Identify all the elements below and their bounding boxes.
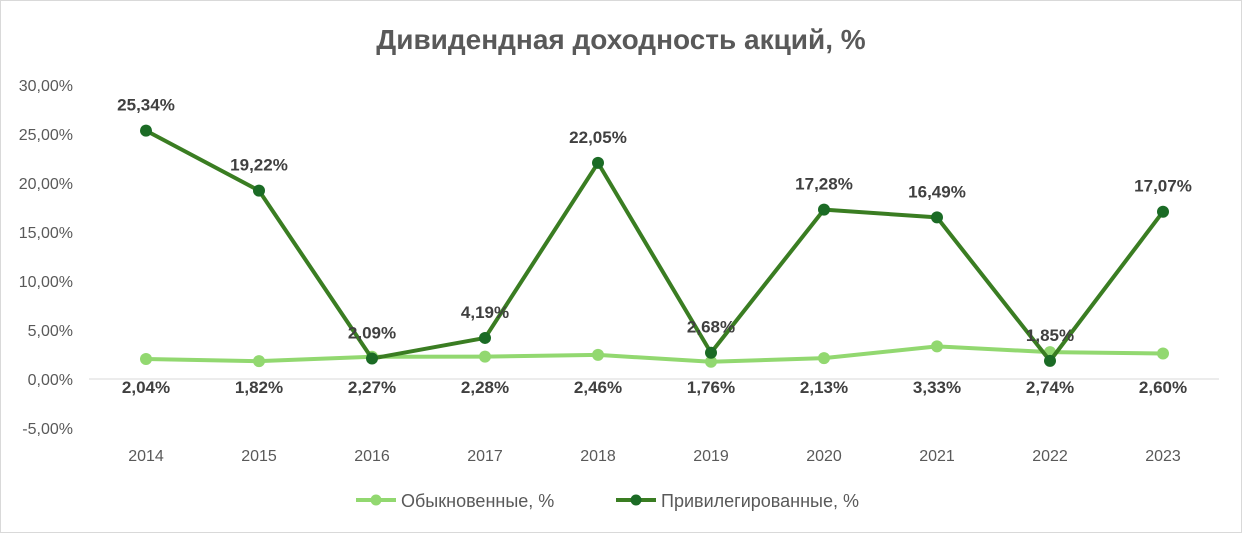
data-point	[818, 352, 830, 365]
data-label: 17,07%	[1134, 177, 1192, 196]
legend-label: Привилегированные, %	[661, 491, 859, 511]
data-point	[705, 355, 717, 368]
data-point	[1157, 347, 1169, 360]
data-point	[931, 340, 943, 353]
legend-marker-1	[630, 494, 642, 506]
x-tick-label: 2016	[354, 448, 390, 465]
data-point	[366, 352, 378, 365]
x-tick-label: 2022	[1032, 448, 1068, 465]
data-label: 2,60%	[1139, 378, 1187, 397]
data-label: 2,27%	[348, 378, 396, 397]
y-tick-label: 20,00%	[19, 176, 73, 193]
data-label: 2,46%	[574, 378, 622, 397]
x-tick-label: 2023	[1145, 448, 1181, 465]
data-label: 16,49%	[908, 182, 966, 201]
x-tick-label: 2014	[128, 448, 164, 465]
data-label: 25,34%	[117, 96, 175, 115]
y-tick-label: 30,00%	[19, 78, 73, 95]
data-point	[140, 124, 152, 137]
data-label: 4,19%	[461, 303, 509, 322]
data-label: 1,82%	[235, 378, 283, 397]
y-tick-label: 0,00%	[28, 372, 73, 389]
legend-label: Обыкновенные, %	[401, 491, 554, 511]
data-label: 2,04%	[122, 378, 170, 397]
data-label: 2,28%	[461, 378, 509, 397]
data-label: 3,33%	[913, 378, 961, 397]
data-point	[253, 355, 265, 368]
y-tick-label: -5,00%	[22, 421, 73, 438]
data-point	[479, 350, 491, 363]
y-tick-label: 10,00%	[19, 274, 73, 291]
x-tick-label: 2021	[919, 448, 955, 465]
data-point	[931, 211, 943, 224]
y-tick-label: 25,00%	[19, 127, 73, 144]
data-label: 2,09%	[348, 324, 396, 343]
data-point	[705, 346, 717, 359]
y-tick-label: 15,00%	[19, 225, 73, 242]
series-line-0	[145, 344, 1164, 364]
data-label: 17,28%	[795, 175, 853, 194]
data-point	[592, 156, 604, 169]
x-tick-label: 2017	[467, 448, 503, 465]
y-tick-label: 5,00%	[28, 323, 73, 340]
data-point	[479, 331, 491, 344]
data-point	[1157, 205, 1169, 218]
data-label: 2,74%	[1026, 378, 1074, 397]
data-point	[140, 353, 152, 366]
data-label: 1,76%	[687, 378, 735, 397]
x-tick-label: 2020	[806, 448, 842, 465]
data-label: 22,05%	[569, 128, 627, 147]
data-label: 1,85%	[1026, 326, 1074, 345]
data-point	[592, 348, 604, 361]
chart-title: Дивидендная доходность акций, %	[376, 24, 865, 55]
x-tick-label: 2015	[241, 448, 277, 465]
x-tick-label: 2019	[693, 448, 729, 465]
legend-marker-0	[370, 494, 382, 506]
data-point	[818, 203, 830, 216]
series-line-1	[145, 128, 1165, 363]
x-tick-label: 2018	[580, 448, 616, 465]
data-point	[253, 184, 265, 197]
data-point	[1044, 354, 1056, 367]
data-label: 2,13%	[800, 378, 848, 397]
data-label: 2,68%	[687, 318, 735, 337]
data-label: 19,22%	[230, 156, 288, 175]
